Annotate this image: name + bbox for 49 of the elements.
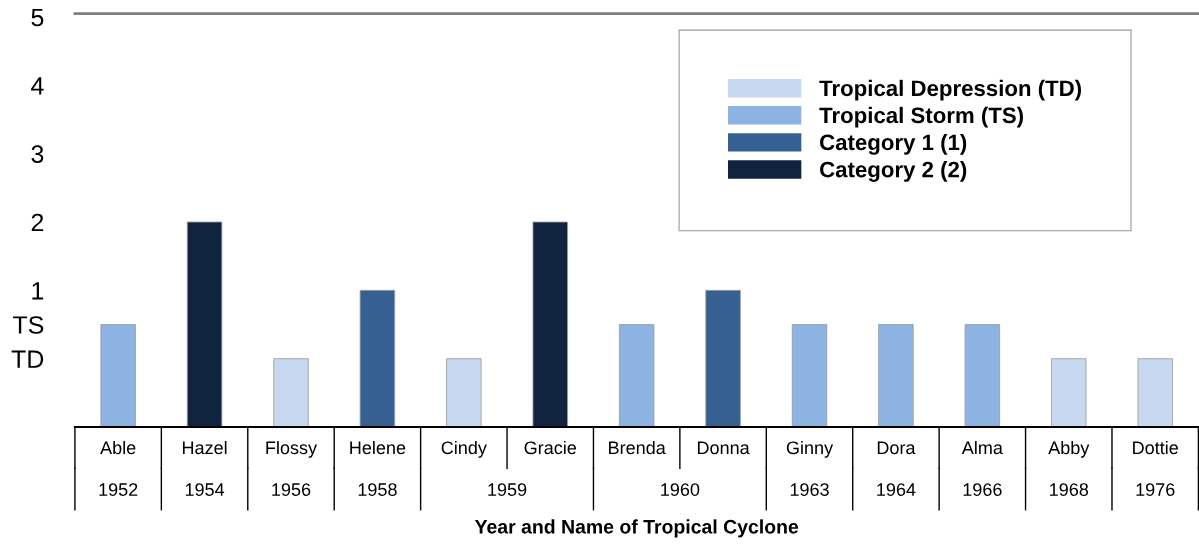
y-tick-label: 1 xyxy=(32,282,44,300)
x-tick-label: Hazel xyxy=(182,440,227,455)
x-tick-label: Alma xyxy=(961,440,1003,455)
text: 1952 xyxy=(99,483,138,496)
text: 1960 xyxy=(661,483,700,496)
legend-label: Tropical Storm (TS) xyxy=(819,106,1023,128)
text: 1954 xyxy=(185,483,225,496)
y-tick-label: 2 xyxy=(31,213,44,232)
y-tick-label: 3 xyxy=(31,145,44,163)
x-tick-label: Cindy xyxy=(441,440,487,458)
x-tick-label: Donna xyxy=(697,441,750,455)
bar xyxy=(273,358,309,428)
x-tick-label: Dora xyxy=(877,441,916,455)
bar xyxy=(705,289,741,428)
text: 1964 xyxy=(877,483,916,496)
bar xyxy=(100,324,136,428)
bar xyxy=(618,324,655,428)
bar xyxy=(791,324,828,428)
x-tick-label: Able xyxy=(100,440,136,455)
legend-label: Tropical Depression (TD) xyxy=(819,79,1082,101)
x-tick-label: Helene xyxy=(350,440,406,455)
bar xyxy=(1051,358,1087,428)
text: 1956 xyxy=(272,483,311,496)
legend-label: Category 2 (2) xyxy=(820,161,967,182)
y-tick-label: 5 xyxy=(31,8,44,27)
bar xyxy=(878,324,914,428)
text: 1958 xyxy=(358,483,397,496)
y-tick-label: TS xyxy=(13,316,44,334)
bar xyxy=(359,289,396,428)
x-tick-label: Gracie xyxy=(524,440,577,455)
text: 1959 xyxy=(488,483,527,496)
text: 1966 xyxy=(963,483,1002,496)
text: 1963 xyxy=(790,483,829,496)
legend-label: Category 1 (1) xyxy=(820,133,967,155)
bar xyxy=(446,358,482,428)
bar xyxy=(186,221,223,428)
x-tick-label: Ginny xyxy=(786,440,834,458)
y-tick-label: TD xyxy=(11,350,44,368)
y-tick-label: 4 xyxy=(31,77,44,95)
text: 1968 xyxy=(1050,483,1089,496)
bar xyxy=(1137,358,1173,428)
x-axis-title: Year and Name of Tropical Cyclone xyxy=(474,519,799,538)
x-tick-label: Brenda xyxy=(609,440,666,455)
x-tick-label: Flossy xyxy=(266,440,318,458)
bar xyxy=(964,324,1001,428)
x-tick-label: Dottie xyxy=(1133,440,1178,455)
x-tick-label: Abby xyxy=(1048,440,1090,458)
text: 1976 xyxy=(1136,483,1175,496)
bar xyxy=(532,221,568,428)
